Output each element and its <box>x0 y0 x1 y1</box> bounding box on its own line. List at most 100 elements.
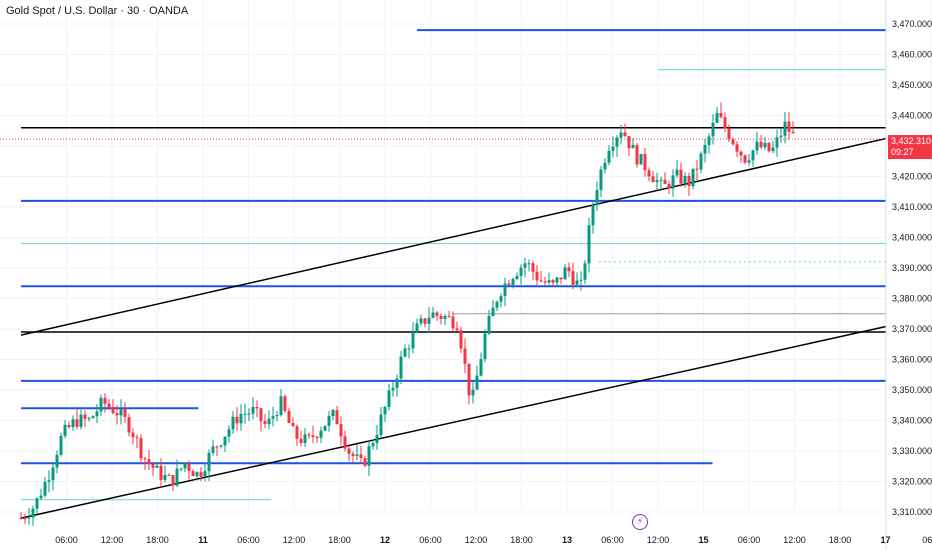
candle-body <box>167 474 171 476</box>
candle-body <box>171 475 175 486</box>
candle-body <box>23 518 27 520</box>
candle-body <box>663 179 667 184</box>
candle-body <box>467 363 471 396</box>
candle-body <box>439 315 443 320</box>
candle-body <box>671 175 675 189</box>
candle-body <box>599 169 603 191</box>
candle-body <box>615 137 619 147</box>
candle-body <box>63 424 67 436</box>
candle-body <box>143 458 147 460</box>
candle-body <box>115 412 119 416</box>
candle-body <box>263 421 267 424</box>
time-tick-label: 06:0 <box>922 535 932 545</box>
candle-body <box>47 480 51 482</box>
candle-body <box>163 474 167 480</box>
candle-body <box>291 423 295 427</box>
candle-body <box>567 267 571 272</box>
chart-title: Gold Spot / U.S. Dollar · 30 · OANDA <box>6 5 189 17</box>
candle-body <box>511 278 515 285</box>
chart-grid <box>0 0 932 513</box>
candle-body <box>739 151 743 156</box>
bar-countdown: 09:27 <box>891 147 914 157</box>
candle-body <box>59 435 63 455</box>
candle-body <box>691 168 695 187</box>
candle-body <box>95 411 99 417</box>
price-tick-label: 3,340.000 <box>892 416 932 426</box>
candle-body <box>551 280 555 283</box>
time-tick-label: 06:00 <box>419 535 442 545</box>
candle-body <box>87 418 91 420</box>
candlesticks <box>19 102 795 526</box>
candle-body <box>659 179 663 181</box>
candle-body <box>235 416 239 424</box>
candle-body <box>331 410 335 417</box>
candle-body <box>55 454 59 468</box>
candle-body <box>719 113 723 118</box>
candle-body <box>199 472 203 477</box>
candle-body <box>787 121 791 132</box>
candle-body <box>275 415 279 417</box>
candle-body <box>43 481 47 496</box>
time-tick-label: 12:00 <box>283 535 306 545</box>
candle-body <box>535 271 539 281</box>
candle-body <box>563 267 567 280</box>
time-tick-label: 06:00 <box>55 535 78 545</box>
candle-body <box>459 330 463 349</box>
candle-body <box>359 454 363 459</box>
candle-body <box>431 312 435 318</box>
price-tick-label: 3,450.000 <box>892 80 932 90</box>
candle-body <box>347 448 351 454</box>
candle-body <box>559 277 563 280</box>
candle-body <box>631 145 635 149</box>
candle-body <box>323 425 327 431</box>
candle-body <box>763 142 767 148</box>
candle-body <box>99 397 103 412</box>
time-tick-label: 12:00 <box>465 535 488 545</box>
candle-body <box>487 316 491 334</box>
trend-lines <box>20 137 887 519</box>
candle-body <box>319 430 323 438</box>
candle-body <box>775 137 779 148</box>
candle-body <box>715 113 719 123</box>
candle-body <box>383 406 387 415</box>
candle-body <box>623 132 627 137</box>
time-axis: 06:00 12:00 18:00 11 06:00 12:00 18:00 12 06:00 1… <box>55 535 932 545</box>
candle-body <box>591 205 595 226</box>
candle-body <box>391 387 395 391</box>
candle-body <box>267 418 271 424</box>
candle-body <box>463 348 467 364</box>
trend-line <box>20 137 887 336</box>
candle-body <box>679 169 683 184</box>
time-tick-label: 17 <box>880 535 890 545</box>
candle-body <box>751 150 755 161</box>
candle-body <box>779 135 783 138</box>
candle-body <box>747 160 751 163</box>
candle-body <box>519 267 523 276</box>
time-tick-label: 06:00 <box>601 535 624 545</box>
candle-body <box>523 263 527 268</box>
candle-body <box>499 296 503 302</box>
candle-body <box>103 397 107 404</box>
candle-body <box>651 176 655 183</box>
candle-body <box>215 446 219 448</box>
candle-body <box>155 465 159 468</box>
candle-body <box>515 275 519 279</box>
horizontal-levels <box>21 29 886 501</box>
candle-body <box>595 190 599 206</box>
price-tick-label: 3,390.000 <box>892 263 932 273</box>
trend-line <box>20 325 887 519</box>
candle-body <box>711 122 715 137</box>
candle-body <box>443 316 447 320</box>
time-tick-label: 12:00 <box>783 535 806 545</box>
time-tick-label: 11 <box>198 535 208 545</box>
time-tick-label: 13 <box>562 535 572 545</box>
candle-body <box>723 117 727 129</box>
candle-body <box>583 263 587 280</box>
time-tick-label: 06:00 <box>738 535 761 545</box>
last-price-value: 3,432.310 <box>891 136 932 146</box>
lightning-icon[interactable]: ⚡ <box>632 514 648 530</box>
candle-body <box>111 407 115 413</box>
candle-body <box>83 414 87 419</box>
price-tick-label: 3,360.000 <box>892 355 932 365</box>
